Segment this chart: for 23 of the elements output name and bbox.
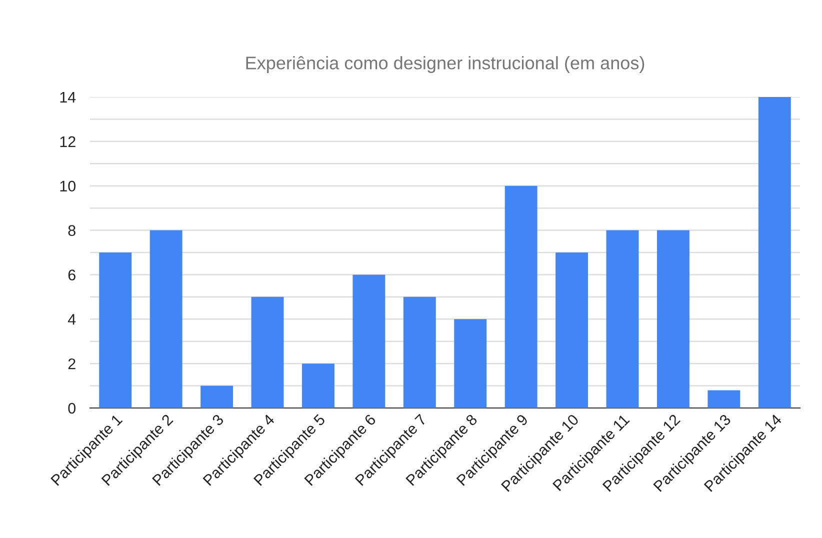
y-tick-label: 12 <box>60 136 76 147</box>
bar <box>251 296 284 408</box>
y-tick-label: 8 <box>68 225 76 236</box>
bar <box>708 390 740 408</box>
bar <box>556 252 588 408</box>
bar <box>656 230 690 408</box>
y-tick-label: 6 <box>68 270 76 280</box>
bar <box>454 319 487 408</box>
y-tick-label: 0 <box>68 402 76 414</box>
y-tick-label: 2 <box>68 358 76 370</box>
bar <box>200 386 234 408</box>
y-tick-label: 10 <box>60 180 76 192</box>
bar <box>606 230 639 408</box>
bar <box>758 97 791 408</box>
bar <box>352 274 386 408</box>
y-tick-label: 4 <box>68 314 76 325</box>
bar <box>150 230 182 408</box>
bar <box>504 186 538 408</box>
bar <box>99 252 132 408</box>
y-tick-label: 14 <box>60 92 76 103</box>
bar <box>302 364 334 408</box>
chart-title: Experiência como designer instrucional (em anos) <box>246 56 644 73</box>
bar <box>403 296 436 408</box>
